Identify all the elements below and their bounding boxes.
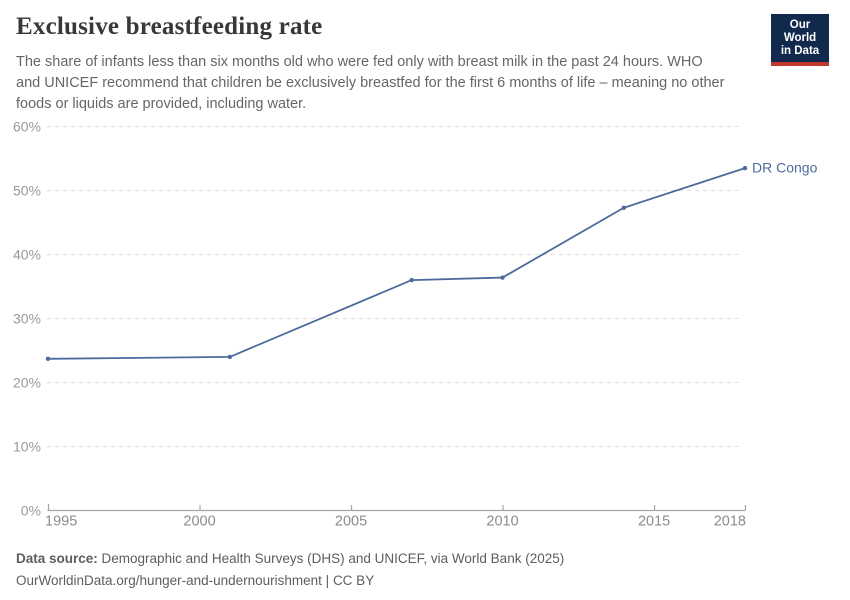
license-label: CC BY (332, 572, 375, 588)
subtitle-line: and UNICEF recommend that children be ex… (16, 75, 725, 91)
data-point (409, 277, 414, 283)
x-axis-label: 1995 (45, 514, 77, 530)
x-axis-label: 2015 (638, 514, 670, 530)
owid-logo-line2: in Data (780, 45, 820, 57)
y-axis-label: 40% (13, 247, 41, 263)
chart-footer: Data source: Demographic and Health Surv… (16, 548, 564, 591)
series-line (47, 167, 746, 360)
y-axis-label: 30% (13, 311, 41, 327)
owid-logo[interactable]: Our World in Data (771, 14, 829, 66)
license-line: OurWorldinData.org/hunger-and-undernouri… (16, 570, 564, 592)
data-point (227, 354, 233, 360)
footer-separator: | (321, 572, 333, 588)
data-source-line: Data source: Demographic and Health Surv… (16, 548, 564, 570)
y-axis-label: 20% (13, 375, 41, 391)
subtitle-line: foods or liquids are provided, including… (16, 96, 307, 112)
chart-subtitle: The share of infants less than six month… (16, 52, 756, 115)
x-axis-label: 2000 (183, 514, 215, 530)
x-axis-label: 2010 (486, 514, 518, 530)
data-point (500, 275, 505, 280)
subtitle-line: The share of infants less than six month… (16, 54, 703, 70)
data-point (45, 356, 51, 362)
data-point (742, 165, 748, 171)
y-axis-label: 50% (13, 183, 41, 199)
owid-logo-line1: Our World (783, 19, 817, 44)
data-source-text: Demographic and Health Surveys (DHS) and… (97, 551, 565, 566)
x-axis-label: 2018 (714, 514, 746, 530)
page-title: Exclusive breastfeeding rate (16, 13, 323, 40)
owid-url-link[interactable]: OurWorldinData.org/hunger-and-undernouri… (16, 572, 322, 588)
y-axis-label: 60% (13, 119, 41, 135)
data-source-label: Data source: (16, 551, 98, 566)
line-chart: 0% 10% 20% 30% 40% 50% 60% 1995 2000 2005 2010 2015… (13, 119, 818, 530)
data-point (621, 205, 626, 210)
y-axis-label: 10% (13, 439, 41, 455)
series-label: DR Congo (752, 160, 818, 176)
x-axis-label: 2005 (335, 514, 367, 530)
y-axis-label: 0% (21, 503, 41, 519)
